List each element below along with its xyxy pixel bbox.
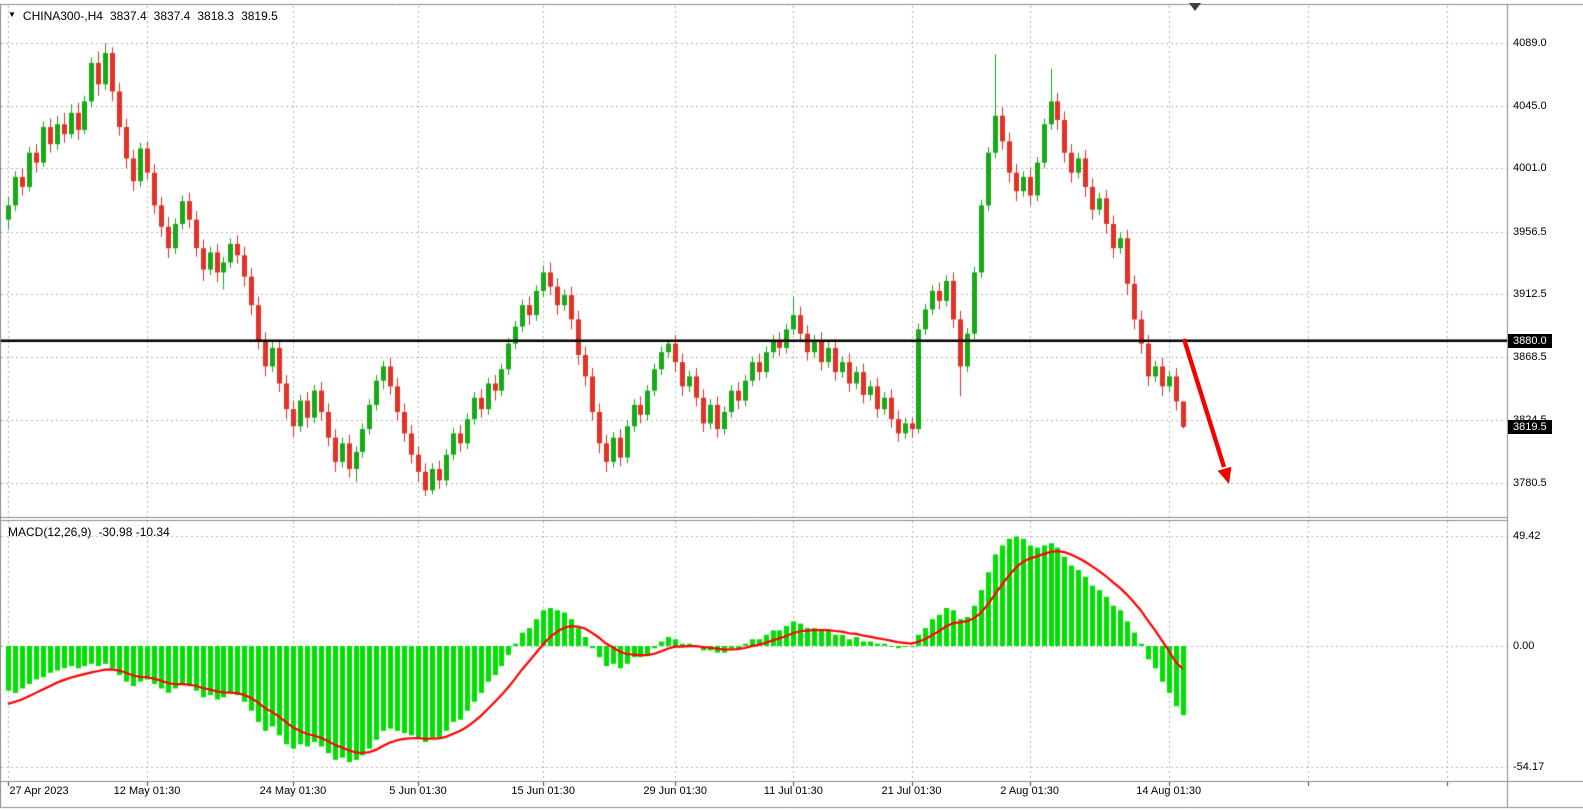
price-axis-label: 4045.0 [1513,99,1547,112]
ohlc-open: 3837.4 [109,9,147,23]
macd-axis-label: 49.42 [1513,529,1541,542]
time-axis-label: 21 Jul 01:30 [881,785,942,797]
price-axis-label: 4089.0 [1513,37,1547,50]
time-axis-label: 5 Jun 01:30 [389,785,447,797]
macd-axis-label: 0.00 [1513,639,1535,652]
price-axis-label: 3780.5 [1513,476,1547,489]
macd-name: MACD(12,26,9) [8,525,92,539]
time-axis-label: 11 Jul 01:30 [763,785,823,797]
price-axis-label: 4001.0 [1513,162,1547,175]
time-axis-label: 2 Aug 01:30 [1000,785,1059,797]
ohlc-low: 3818.3 [197,9,235,23]
macd-current-values: -30.98 -10.34 [98,525,170,539]
macd-indicator-label: MACD(12,26,9) -30.98 -10.34 [8,525,170,539]
symbol-timeframe-label: CHINA300-,H4 [22,9,103,23]
time-axis-label: 14 Aug 01:30 [1136,785,1202,797]
hline-price-tag: 3880.0 [1508,333,1552,348]
time-axis-label: 29 Jun 01:30 [643,785,707,797]
last-price-tag: 3819.5 [1508,419,1552,434]
price-axis-label: 3912.5 [1513,288,1547,301]
time-axis-label: 15 Jun 01:30 [511,785,575,797]
time-axis-label: 27 Apr 2023 [9,785,69,797]
macd-axis-label: -54.17 [1513,760,1545,773]
price-axis-label: 3868.5 [1513,351,1547,364]
time-axis-label: 24 May 01:30 [259,785,327,797]
chart-shift-marker-icon[interactable] [1189,3,1201,11]
time-axis-label: 12 May 01:30 [113,785,181,797]
price-axis-label: 3956.5 [1513,225,1547,238]
time-axis[interactable]: 27 Apr 2023 12 May 01:30 24 May 01:30 5 Jun… [0,783,1583,809]
symbol-marker-icon: ▼ [8,10,16,19]
ohlc-close: 3819.5 [241,9,278,23]
right-axis[interactable]: 4089.04045.04001.03956.53912.53868.53824… [1509,0,1583,811]
chart-legend: ▼ CHINA300-,H4 3837.4 3837.4 3818.3 3819… [8,9,278,23]
down-trend-arrow[interactable] [1170,332,1236,492]
ohlc-high: 3837.4 [153,9,191,23]
